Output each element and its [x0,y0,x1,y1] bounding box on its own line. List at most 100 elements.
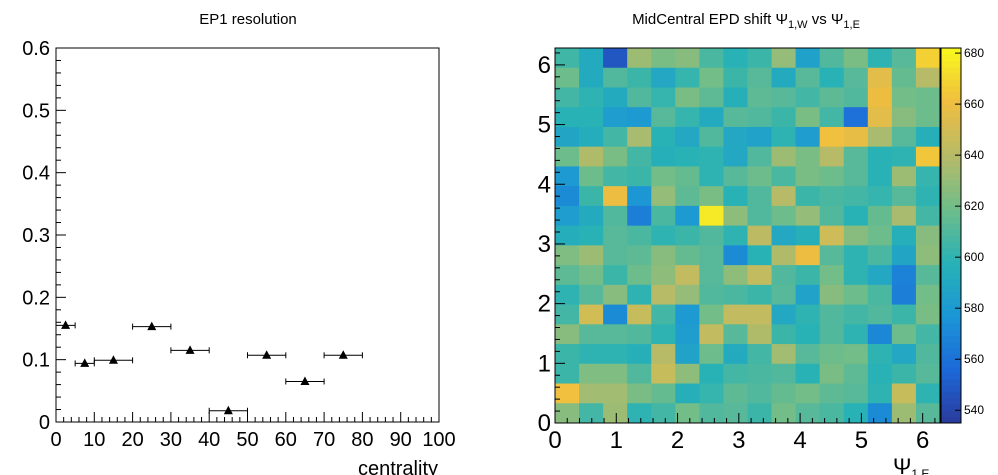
heatmap-cell [747,225,773,246]
heatmap-cell [867,245,893,266]
heatmap-cell [795,48,821,69]
heatmap-cell [651,186,676,207]
heatmap-cell [675,403,700,424]
heatmap-cell [603,225,628,246]
heatmap-cell [675,205,700,227]
colorbar-segment [941,91,961,99]
heatmap-cell [603,344,628,365]
heatmap-cell [579,324,604,345]
heatmap-cell [579,48,604,69]
heatmap-cell [747,324,773,345]
heatmap-cell [771,186,797,207]
heatmap-cell [555,166,580,187]
heatmap-cell [843,363,869,385]
heatmap-cell [699,344,724,365]
heatmap-cell [627,186,652,207]
heatmap-cell [579,265,604,286]
heatmap-cell [627,265,652,286]
heatmap-cell [651,245,676,266]
heatmap-cell [555,146,580,167]
heatmap-cell [867,383,893,404]
heatmap-cell [867,363,893,385]
heatmap-cell [747,186,773,207]
heatmap-cell [915,186,941,207]
heatmap-cell [723,205,748,227]
heatmap-cell [891,245,917,266]
heatmap-cell [747,344,773,365]
heatmap-cell [819,87,845,108]
heatmap-cell [699,166,724,187]
y-tick-label: 0.6 [22,38,50,60]
x-tick-label: 0 [548,427,561,454]
heatmap-cell [699,284,724,306]
heatmap-cell [915,166,941,187]
colorbar-segment [941,141,961,149]
heatmap-cell [675,166,700,187]
heatmap-cell [867,126,893,148]
heatmap-cell [819,245,845,266]
heatmap-cell [555,87,580,108]
heatmap-cell [771,67,797,88]
heatmap-cell [651,126,676,148]
colorbar-segment [941,379,961,386]
heatmap-cell [627,245,652,266]
y-tick-label: 2 [538,291,551,318]
x-tick-label: 4 [793,427,806,454]
heatmap-cell [723,344,748,365]
heatmap-cell [675,126,700,148]
heatmap-cell [699,107,724,128]
colorbar-segment [941,404,961,411]
heatmap-cell [651,344,676,365]
colorbar-tick-label: 660 [964,97,984,111]
heatmap-cell [675,245,700,266]
heatmap-cell [627,225,652,246]
heatmap-cell [555,363,580,385]
colorbar-segment [941,54,961,61]
heatmap-cell [723,324,748,345]
heatmap-cell [891,166,917,187]
heatmap-title-main: MidCentral EPD shift Ψ [632,11,788,28]
heatmap-cell [603,107,628,128]
heatmap-cell [603,205,628,227]
heatmap-cell [651,107,676,128]
heatmap-cell [675,363,700,385]
colorbar-segment [941,329,961,336]
x-tick-label: 10 [83,429,105,451]
heatmap-cell [603,48,628,69]
heatmap-cell [627,166,652,187]
colorbar-segment [941,116,961,124]
heatmap-cell [627,383,652,404]
heatmap-cell [771,126,797,148]
heatmap-cell [675,304,700,325]
resolution-plot-frame [55,47,440,423]
heatmap-cell [699,126,724,148]
heatmap-cell [771,403,797,424]
colorbar-segment [941,323,961,330]
heatmap-cell [579,245,604,266]
colorbar-segment [941,273,961,280]
colorbar-segment [941,279,961,286]
heatmap-cell [555,403,580,424]
data-point-triangle [80,358,90,367]
heatmap-cell [843,284,869,306]
heatmap-cell [651,146,676,167]
heatmap-cell [675,265,700,286]
heatmap-cell [867,107,893,128]
heatmap-cell [891,205,917,227]
colorbar-segment [941,254,961,261]
heatmap-cell [747,383,773,404]
heatmap-cell [651,48,676,69]
heatmap-cell [651,284,676,306]
heatmap-cell [723,383,748,404]
heatmap-cell [867,48,893,69]
heatmap-cell [579,383,604,404]
colorbar-segment [941,166,961,174]
heatmap-cell [891,126,917,148]
x-tick-label: 30 [160,429,182,451]
heatmap-cell [891,186,917,207]
x-tick-label: 90 [390,429,412,451]
heatmap-cell [627,284,652,306]
heatmap-cell [915,126,941,148]
heatmap-cell [771,166,797,187]
heatmap-cell [819,324,845,345]
